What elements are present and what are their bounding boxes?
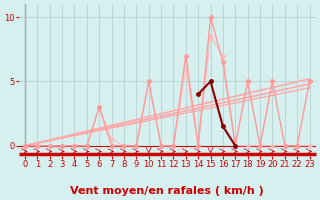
X-axis label: Vent moyen/en rafales ( km/h ): Vent moyen/en rafales ( km/h ) [70, 186, 264, 196]
